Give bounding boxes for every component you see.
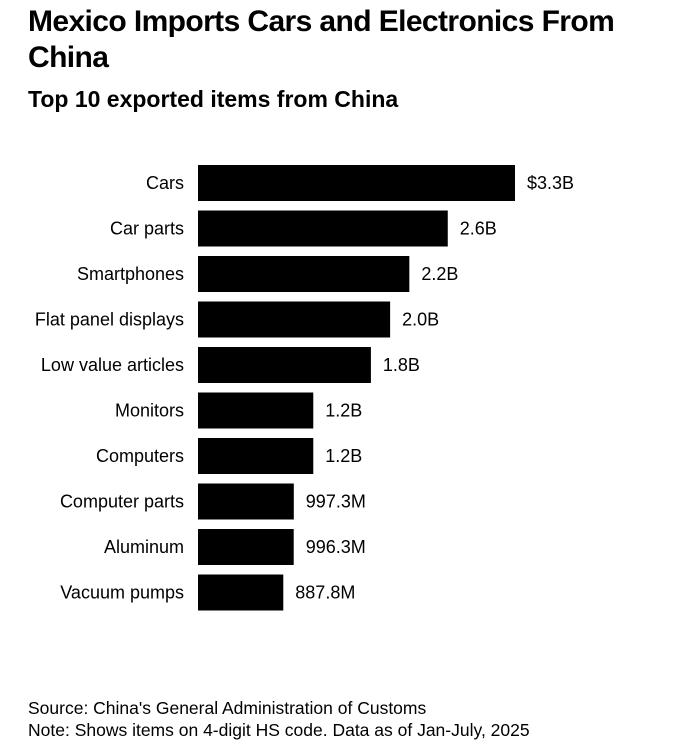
value-label: 996.3M — [306, 537, 366, 557]
value-label: 1.2B — [325, 446, 362, 466]
bar — [198, 301, 391, 338]
category-label: Cars — [146, 173, 184, 193]
bar — [198, 574, 284, 611]
category-label: Smartphones — [77, 264, 184, 284]
chart-footer: Source: China's General Administration o… — [28, 697, 530, 741]
bar — [198, 347, 371, 383]
value-label: 997.3M — [306, 492, 366, 512]
category-label: Car parts — [110, 219, 184, 239]
bar-chart-svg: Cars $3.3B Car parts 2.6B Smartphones 2.2B Fla… — [35, 165, 574, 611]
value-label: 2.0B — [402, 310, 439, 330]
bar — [198, 165, 515, 201]
category-label: Computers — [96, 446, 184, 466]
value-label: 1.2B — [325, 401, 362, 421]
value-label: 1.8B — [383, 355, 420, 375]
value-label: 2.6B — [460, 219, 497, 239]
category-label: Vacuum pumps — [60, 583, 184, 603]
data-note: Note: Shows items on 4-digit HS code. Da… — [28, 720, 530, 740]
category-label: Low value articles — [41, 355, 184, 375]
bar-chart: Cars $3.3B Car parts 2.6B Smartphones 2.2B Fla… — [0, 150, 678, 630]
category-label: Computer parts — [60, 492, 184, 512]
bar — [198, 256, 410, 292]
category-label: Aluminum — [104, 537, 184, 557]
value-label: 887.8M — [295, 583, 355, 603]
bar — [198, 483, 294, 520]
chart-title: Mexico Imports Cars and Electronics From… — [28, 5, 615, 74]
chart-subtitle: Top 10 exported items from China — [28, 86, 399, 112]
bar — [198, 392, 314, 429]
bar — [198, 529, 294, 565]
source-note: Source: China's General Administration o… — [28, 698, 427, 718]
category-label: Flat panel displays — [35, 310, 184, 330]
bar — [198, 210, 448, 247]
category-label: Monitors — [115, 401, 184, 421]
value-label: $3.3B — [527, 173, 574, 193]
value-label: 2.2B — [421, 264, 458, 284]
bar — [198, 438, 314, 474]
